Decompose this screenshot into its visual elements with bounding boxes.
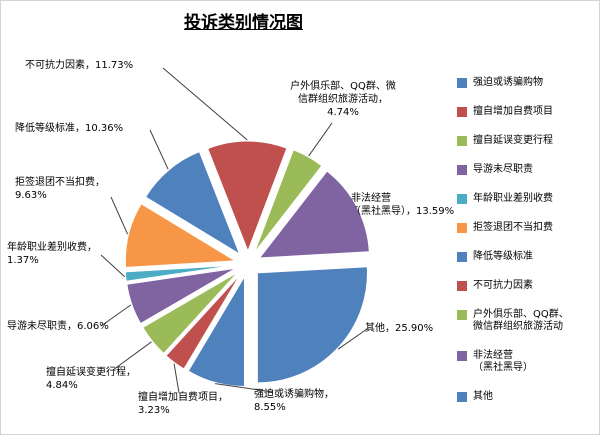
legend-label: 降低等级标准 [473,251,533,262]
callout-leader-line [112,341,152,371]
legend-swatch-icon [457,194,467,204]
legend-swatch-icon [457,252,467,262]
legend-label: 非法经营 （黑社黑导） [473,350,533,373]
chart-title: 投诉类别情况图 [184,13,303,33]
pie-callout-label: 擅自增加自费项目， 3.23% [138,392,228,416]
callout-leader-line [337,328,368,350]
legend-swatch-icon [457,223,467,233]
legend-item: 拒签退团不当扣费 [457,222,599,234]
pie-slice-3 [142,271,239,355]
legend-item: 年龄职业差别收费 [457,193,599,205]
chart-legend: 强迫或诱骗购物 擅自增加自费项目 擅自延误变更行程 导游未尽职责年龄职业差别收费 拒签退… [457,77,599,403]
legend-item: 其他 [457,391,599,403]
pie-callout-label: 导游未尽职责，6.06% [7,321,109,332]
callout-leader-line [100,254,126,278]
pie-slice-11 [256,266,368,384]
pie-callout-label: 年龄职业差别收费， 1.37% [7,242,97,266]
pie-callout-label: 户外俱乐部、QQ群、微 信群组织旅游活动， 4.74% [290,81,396,118]
legend-item: 非法经营 （黑社黑导） [457,350,599,374]
legend-label: 擅自延误变更行程 [473,135,553,146]
pie-callout-label: 其他，25.90% [365,323,434,334]
pie-slice-2 [165,274,241,370]
legend-label: 导游未尽职责 [473,164,533,175]
pie-callout-label: 拒签退团不当扣费， 9.63% [15,177,105,201]
legend-item: 降低等级标准 [457,251,599,263]
callout-leader-line [173,363,180,394]
legend-label: 强迫或诱骗购物 [473,77,543,88]
legend-swatch-icon [457,281,467,291]
pie-callout-label: 降低等级标准，10.36% [15,123,124,134]
legend-swatch-icon [457,310,467,320]
pie-slice-9 [253,149,323,254]
legend-item: 户外俱乐部、QQ群、 微信群组织旅游活动 [457,309,599,333]
callout-leader-line [162,67,248,141]
pie-slice-1 [187,274,245,388]
callout-leader-line [354,205,358,208]
callout-leader-line [110,196,129,235]
legend-label: 擅自增加自费项目 [473,106,553,117]
pie-callout-label: 非法经营 （黑社黑导），13.59% [351,193,455,217]
legend-label: 户外俱乐部、QQ群、 微信群组织旅游活动 [473,309,569,332]
legend-label: 不可抗力因素 [473,280,533,291]
legend-item: 不可抗力因素 [457,280,599,292]
legend-swatch-icon [457,136,467,146]
pie-callout-label: 擅自延误变更行程， 4.84% [46,367,136,391]
legend-swatch-icon [457,78,467,88]
legend-swatch-icon [457,351,467,361]
legend-swatch-icon [457,392,467,402]
legend-swatch-icon [457,165,467,175]
callout-leader-line [100,304,132,327]
legend-item: 强迫或诱骗购物 [457,77,599,89]
pie-slice-4 [126,267,236,325]
pie-slice-5 [124,264,236,282]
legend-label: 其他 [473,391,493,402]
legend-item: 导游未尽职责 [457,164,599,176]
pie-callout-label: 强迫或诱骗购物， 8.55% [254,389,334,413]
legend-label: 拒签退团不当扣费 [473,222,553,233]
callout-leader-line [149,129,169,170]
legend-item: 擅自延误变更行程 [457,135,599,147]
pie-slice-6 [124,203,238,268]
pie-slice-7 [144,151,241,256]
pie-slice-8 [207,140,288,253]
legend-item: 擅自增加自费项目 [457,106,599,118]
pie-callout-label: 不可抗力因素，11.73% [25,60,134,71]
callout-leader-line [215,383,274,393]
legend-swatch-icon [457,107,467,117]
legend-label: 年龄职业差别收费 [473,193,553,204]
callout-leader-line [308,122,333,157]
